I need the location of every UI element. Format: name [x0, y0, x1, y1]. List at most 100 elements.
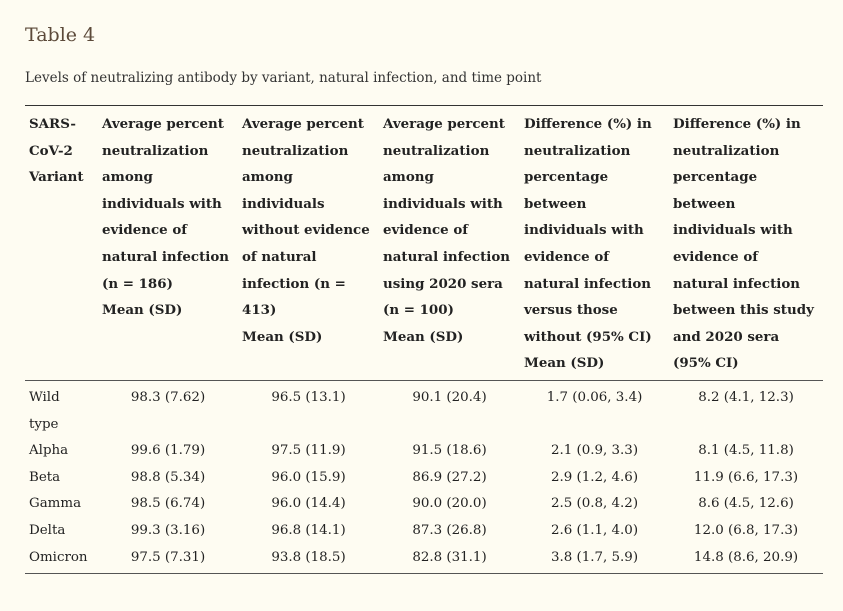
column-header-line: evidence of: [673, 248, 759, 265]
column-header: Difference (%) in neutralization percentag…: [669, 106, 823, 381]
column-header-line: evidence of: [383, 222, 469, 239]
column-header: Average percent neutralization among indivi…: [238, 106, 379, 381]
table-cell: 87.3 (26.8): [412, 522, 487, 538]
table-cell: 86.9 (27.2): [412, 469, 487, 485]
variant-cell: Gamma: [25, 491, 98, 518]
table-row: Gamma 98.5 (6.74) 96.0 (14.4) 90.0 (20.0) 2.…: [25, 491, 823, 518]
column-header-line: Mean (SD): [242, 328, 323, 345]
column-header-line: Difference (%) in: [673, 116, 801, 132]
table-cell: 97.5 (11.9): [271, 443, 346, 459]
column-header-line: between: [673, 195, 736, 212]
column-header-line: evidence of: [524, 248, 610, 265]
column-header-line: using 2020 sera: [383, 275, 503, 292]
table-row: Omicron 97.5 (7.31) 93.8 (18.5) 82.8 (31.1)…: [25, 545, 823, 574]
variant-cell: Delta: [25, 518, 98, 545]
table-cell: 3.8 (1.7, 5.9): [550, 549, 639, 565]
column-header-line: individuals: [242, 195, 325, 212]
table-cell: 8.2 (4.1, 12.3): [698, 389, 794, 405]
variant-name-line: Omicron: [29, 549, 88, 565]
column-header-line: SARS-: [29, 116, 76, 132]
variant-name-line: Alpha: [29, 443, 69, 459]
table-cell: 93.8 (18.5): [271, 549, 346, 565]
table-cell: 8.1 (4.5, 11.8): [698, 443, 794, 459]
column-header-line: Difference (%) in: [524, 116, 652, 132]
column-header-line: 413): [242, 302, 277, 319]
header-row: SARS- CoV-2 Variant Average percent neutral…: [25, 105, 823, 381]
column-header-line: natural infection: [383, 248, 511, 265]
column-header-line: individuals with: [102, 195, 222, 212]
table-cell: 2.5 (0.8, 4.2): [550, 496, 639, 512]
column-header-line: percentage: [673, 169, 758, 186]
table-container: SARS- CoV-2 Variant Average percent neutral…: [25, 105, 823, 574]
column-header-line: infection (n =: [242, 275, 346, 292]
column-header-line: without evidence: [242, 222, 370, 239]
column-header-line: CoV-2: [29, 142, 73, 159]
column-header-line: among: [242, 169, 293, 186]
column-header-line: individuals with: [383, 195, 503, 212]
column-header-line: between this study: [673, 302, 814, 319]
column-header: Average percent neutralization among indivi…: [98, 106, 238, 381]
column-header-line: individuals with: [673, 222, 793, 239]
table-row: Delta 99.3 (3.16) 96.8 (14.1) 87.3 (26.8) 2.…: [25, 518, 823, 545]
column-header-line: percentage: [524, 169, 609, 186]
column-header-line: (n = 100): [383, 302, 454, 319]
column-header-line: Average percent: [242, 116, 364, 132]
column-header-line: natural infection: [102, 248, 230, 265]
column-header-line: of natural: [242, 248, 317, 265]
variant-name-line: Gamma: [29, 496, 82, 512]
variant-name-line: Wild: [29, 389, 60, 405]
variant-cell: Omicron: [25, 545, 98, 574]
table-cell: 96.0 (14.4): [271, 496, 346, 512]
column-header-line: among: [383, 169, 434, 186]
variant-cell: Wild type: [25, 380, 98, 438]
table-cell: 12.0 (6.8, 17.3): [693, 522, 799, 538]
table-cell: 98.3 (7.62): [130, 389, 206, 405]
table-cell: 2.1 (0.9, 3.3): [550, 443, 639, 459]
column-header-line: neutralization: [242, 142, 349, 159]
table-caption: Levels of neutralizing antibody by varia…: [25, 70, 542, 86]
column-header-line: Mean (SD): [524, 355, 605, 372]
column-header-line: among: [102, 169, 153, 186]
table-cell: 97.5 (7.31): [130, 549, 206, 565]
table-row: Alpha 99.6 (1.79) 97.5 (11.9) 91.5 (18.6) 2.…: [25, 438, 823, 465]
column-header-line: versus those: [524, 302, 618, 319]
table-cell: 8.6 (4.5, 12.6): [698, 496, 794, 512]
table-cell: 14.8 (8.6, 20.9): [693, 549, 799, 565]
table-cell: 2.9 (1.2, 4.6): [550, 469, 639, 485]
table-cell: 82.8 (31.1): [412, 549, 487, 565]
variant-name-line: Beta: [29, 469, 61, 485]
table-header: SARS- CoV-2 Variant Average percent neutral…: [25, 105, 823, 381]
data-table: SARS- CoV-2 Variant Average percent neutral…: [25, 105, 823, 574]
table-cell: 96.5 (13.1): [271, 389, 346, 405]
table-row: Wild type 98.3 (7.62) 96.5 (13.1) 90.1 (20.4…: [25, 380, 823, 438]
column-header: SARS- CoV-2 Variant: [25, 106, 98, 381]
column-header-line: neutralization: [383, 142, 490, 159]
variant-cell: Beta: [25, 465, 98, 492]
table-cell: 98.8 (5.34): [130, 469, 206, 485]
table-cell: 99.6 (1.79): [130, 443, 206, 459]
column-header-line: individuals with: [524, 222, 644, 239]
column-header-line: Mean (SD): [102, 302, 183, 319]
table-cell: 99.3 (3.16): [130, 522, 206, 538]
column-header-line: without (95% CI): [524, 328, 652, 345]
column-header-line: neutralization: [673, 142, 780, 159]
column-header-line: (n = 186): [102, 275, 173, 292]
column-header-line: neutralization: [102, 142, 209, 159]
table-cell: 90.0 (20.0): [412, 496, 487, 512]
column-header-line: natural infection: [524, 275, 652, 292]
column-header-line: evidence of: [102, 222, 188, 239]
column-header-line: neutralization: [524, 142, 631, 159]
variant-name-line: type: [29, 416, 59, 432]
table-cell: 96.0 (15.9): [271, 469, 346, 485]
column-header-line: between: [524, 195, 587, 212]
table-title: Table 4: [25, 24, 96, 46]
variant-cell: Alpha: [25, 438, 98, 465]
column-header-line: Mean (SD): [383, 328, 464, 345]
column-header: Average percent neutralization among indivi…: [379, 106, 520, 381]
column-header-line: (95% CI): [673, 355, 739, 372]
table-cell: 11.9 (6.6, 17.3): [693, 469, 799, 485]
table-cell: 91.5 (18.6): [412, 443, 487, 459]
table-cell: 96.8 (14.1): [271, 522, 346, 538]
table-cell: 1.7 (0.06, 3.4): [546, 389, 643, 405]
table-body: Wild type 98.3 (7.62) 96.5 (13.1) 90.1 (20.4…: [25, 380, 823, 574]
